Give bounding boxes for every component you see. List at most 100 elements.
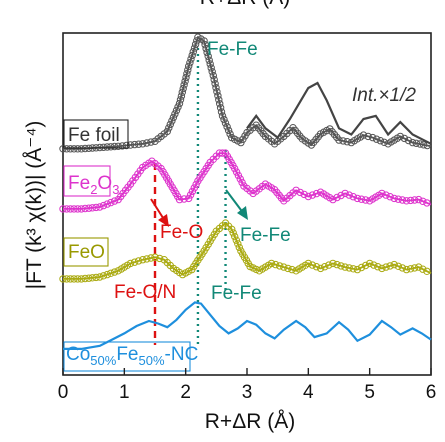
series-point-2 xyxy=(398,196,407,204)
series-point-3 xyxy=(151,253,159,261)
series-point-2 xyxy=(353,194,362,203)
series-point-0 xyxy=(175,99,184,108)
y-axis-label: |FT (k³ χ(k))| (Å⁻⁴) xyxy=(23,121,46,290)
arrow-fe-fe-head xyxy=(237,206,248,220)
series-point-3 xyxy=(419,265,427,273)
series-point-0 xyxy=(70,145,78,153)
series-point-0 xyxy=(224,126,233,135)
series-point-3 xyxy=(126,259,135,268)
series-point-3 xyxy=(386,262,394,270)
series-point-0 xyxy=(221,119,230,127)
series-point-0 xyxy=(372,135,381,143)
series-point-3 xyxy=(139,256,147,264)
series-point-3 xyxy=(312,263,321,271)
series-point-3 xyxy=(81,274,89,283)
series-point-3 xyxy=(267,259,276,268)
series-point-3 xyxy=(59,275,67,283)
series-point-3 xyxy=(85,274,93,282)
series-point-3 xyxy=(110,268,119,276)
series-point-2 xyxy=(304,192,312,201)
series-line-1 xyxy=(246,81,432,145)
series-point-0 xyxy=(177,92,186,100)
series-point-2 xyxy=(238,178,246,187)
series-point-2 xyxy=(88,204,97,212)
series-point-2 xyxy=(81,204,89,213)
series-point-3 xyxy=(329,259,337,268)
top-cropped-title: R+ΔR (Å) xyxy=(200,0,290,9)
series-point-3 xyxy=(228,225,236,234)
series-point-3 xyxy=(390,260,398,269)
series-point-2 xyxy=(300,190,308,199)
series-point-0 xyxy=(183,70,191,78)
series-point-3 xyxy=(107,269,115,277)
series-point-0 xyxy=(163,127,172,136)
series-point-3 xyxy=(70,275,78,283)
series-point-0 xyxy=(118,142,127,150)
series-point-0 xyxy=(220,115,228,124)
series-point-0 xyxy=(107,143,115,151)
series-point-2 xyxy=(378,189,386,198)
x-tick-label-0: 0 xyxy=(58,382,69,403)
series-point-0 xyxy=(139,140,147,148)
label-feo: FeO xyxy=(68,242,105,263)
series-point-0 xyxy=(206,60,214,68)
series-point-3 xyxy=(353,265,362,274)
series-point-0 xyxy=(180,81,188,89)
series-point-0 xyxy=(191,40,200,49)
series-point-0 xyxy=(130,140,139,149)
series-point-2 xyxy=(74,205,82,213)
series-point-0 xyxy=(186,59,194,67)
label-fe2o3: Fe2O3 xyxy=(68,173,119,197)
series-point-0 xyxy=(214,92,222,100)
series-line-3 xyxy=(63,221,432,280)
series-point-0 xyxy=(181,77,189,85)
series-point-2 xyxy=(110,197,119,205)
series-line-4 xyxy=(63,301,432,350)
x-tick-label-4: 4 xyxy=(303,382,314,403)
series-point-3 xyxy=(398,264,407,272)
series-point-0 xyxy=(189,48,198,56)
series-point-2 xyxy=(59,205,67,213)
annotation-fe-fe-top: Fe-Fe xyxy=(207,39,258,60)
series-point-3 xyxy=(341,263,349,271)
series-point-2 xyxy=(66,205,75,213)
series-point-0 xyxy=(176,96,185,104)
series-point-2 xyxy=(77,205,86,213)
series-point-0 xyxy=(74,145,82,153)
series-point-2 xyxy=(62,205,71,213)
series-point-2 xyxy=(337,191,345,200)
series-point-0 xyxy=(188,51,196,60)
series-point-3 xyxy=(382,263,390,271)
series-point-0 xyxy=(207,64,215,72)
series-point-0 xyxy=(223,123,231,131)
series-point-2 xyxy=(234,171,243,180)
series-point-2 xyxy=(292,186,300,195)
series-point-0 xyxy=(174,103,182,111)
series-point-0 xyxy=(99,143,108,152)
series-point-0 xyxy=(343,138,351,146)
annotation-fe-o-n: Fe-O/N xyxy=(114,282,176,303)
series-point-0 xyxy=(380,138,388,147)
series-point-3 xyxy=(284,264,292,273)
series-point-0 xyxy=(165,124,173,132)
series-point-0 xyxy=(200,37,208,45)
series-point-2 xyxy=(394,195,402,203)
series-point-0 xyxy=(208,68,216,76)
sample-labels: Fe foil Fe2O3 FeO Co50%Fe50%-NC xyxy=(63,119,198,372)
series-point-2 xyxy=(175,195,184,204)
series-point-0 xyxy=(143,139,151,147)
annotations: Fe-Fe Int.×1/2 Fe-O Fe-Fe Fe-O/N Fe-Fe xyxy=(114,39,416,304)
x-tick-label-2: 2 xyxy=(180,382,191,403)
series-point-0 xyxy=(184,66,192,74)
label-fe2o3-box xyxy=(63,165,111,197)
series-point-2 xyxy=(107,198,115,207)
series-point-0 xyxy=(126,141,135,149)
series-point-3 xyxy=(234,240,242,248)
series-point-3 xyxy=(304,259,312,268)
series-point-3 xyxy=(333,260,341,269)
series-point-0 xyxy=(166,120,175,129)
series-point-3 xyxy=(325,261,333,269)
series-point-3 xyxy=(229,229,237,237)
series-point-0 xyxy=(203,48,211,57)
